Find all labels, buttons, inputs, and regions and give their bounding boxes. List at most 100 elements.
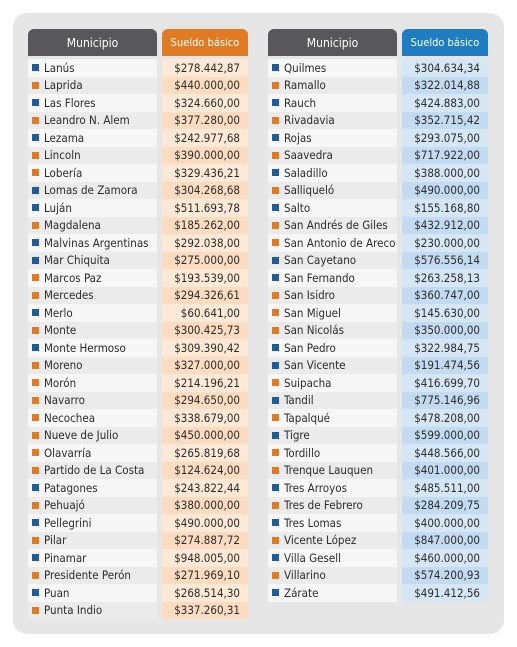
municipio-name: Monte Hermoso: [44, 340, 126, 355]
table-row: San Cayetano $576.556,14: [268, 251, 488, 269]
municipio-name: San Vicente: [284, 358, 346, 373]
municipio-cell: Saladillo: [268, 164, 397, 182]
table-row: Monte $300.425,73: [28, 321, 248, 339]
municipio-name: Presidente Perón: [44, 568, 131, 583]
blue-square-marker-icon: [32, 134, 39, 142]
orange-square-marker-icon: [272, 379, 279, 387]
orange-square-marker-icon: [272, 571, 279, 579]
sueldo-value: $400.000,00: [402, 514, 488, 532]
table-row: Malvinas Argentinas $292.038,00: [28, 234, 248, 252]
municipio-cell: Mar Chiquita: [28, 251, 157, 269]
municipio-name: Pellegrini: [44, 515, 92, 530]
table-row: San Isidro $360.747,00: [268, 286, 488, 304]
municipio-name: Monte: [44, 323, 77, 338]
table-row: Saladillo $388.000,00: [268, 164, 488, 182]
sueldo-value: $292.038,00: [162, 234, 248, 252]
orange-square-marker-icon: [32, 361, 39, 369]
municipio-name: Magdalena: [44, 218, 101, 233]
sueldo-value: $576.556,14: [402, 251, 488, 269]
orange-square-marker-icon: [32, 116, 39, 124]
sueldo-value: $274.887,72: [162, 531, 248, 549]
municipio-name: Rivadavia: [284, 113, 335, 128]
municipio-name: Necochea: [44, 410, 96, 425]
municipio-name: Laprida: [44, 78, 83, 93]
municipio-name: Ramallo: [284, 78, 326, 93]
blue-square-marker-icon: [272, 589, 279, 597]
orange-square-marker-icon: [272, 291, 279, 299]
municipio-cell: Luján: [28, 199, 157, 217]
municipio-cell: Necochea: [28, 409, 157, 427]
sueldo-value: $124.624,00: [162, 461, 248, 479]
blue-square-marker-icon: [272, 64, 279, 72]
municipio-cell: San Miguel: [268, 304, 397, 322]
sueldo-value: $304.634,34: [402, 59, 488, 77]
table-row: Suipacha $416.699,70: [268, 374, 488, 392]
municipio-cell: San Antonio de Areco: [268, 234, 397, 252]
municipio-cell: Partido de La Costa: [28, 461, 157, 479]
table-row: Tordillo $448.566,00: [268, 444, 488, 462]
table-row: Las Flores $324.660,00: [28, 94, 248, 112]
table-row: Ramallo $322.014,88: [268, 76, 488, 94]
blue-square-marker-icon: [272, 256, 279, 264]
sueldo-value: $265.819,68: [162, 444, 248, 462]
table-row: Rivadavia $352.715,42: [268, 111, 488, 129]
table-row: Presidente Perón $271.969,10: [28, 566, 248, 584]
municipio-name: Partido de La Costa: [44, 463, 145, 478]
municipio-cell: Tres Arroyos: [268, 479, 397, 497]
blue-square-marker-icon: [32, 554, 39, 562]
sueldo-value: $360.747,00: [402, 286, 488, 304]
municipio-name: Tres Arroyos: [284, 480, 347, 495]
orange-square-marker-icon: [32, 571, 39, 579]
municipio-name: Tres Lomas: [284, 515, 342, 530]
sueldo-value: $230.000,00: [402, 234, 488, 252]
sueldo-value: $242.977,68: [162, 129, 248, 147]
municipio-name: Navarro: [44, 393, 85, 408]
municipio-name: Las Flores: [44, 95, 96, 110]
orange-square-marker-icon: [32, 431, 39, 439]
table-row: Laprida $440.000,00: [28, 76, 248, 94]
sueldo-value: $775.146,96: [402, 391, 488, 409]
municipio-cell: Lanús: [28, 59, 157, 77]
municipio-cell: Rojas: [268, 129, 397, 147]
municipio-name: Mercedes: [44, 288, 94, 303]
municipio-name: Villa Gesell: [284, 550, 341, 565]
municipio-cell: Salto: [268, 199, 397, 217]
municipio-cell: Marcos Paz: [28, 269, 157, 287]
municipio-name: San Andrés de Giles: [284, 218, 388, 233]
sueldo-value: $338.679,00: [162, 409, 248, 427]
orange-square-marker-icon: [32, 291, 39, 299]
municipio-cell: Lezama: [28, 129, 157, 147]
sueldo-column-header: Sueldo básico: [162, 29, 248, 56]
municipio-cell: Merlo: [28, 304, 157, 322]
municipio-cell: Laprida: [28, 76, 157, 94]
orange-square-marker-icon: [272, 239, 279, 247]
municipio-cell: Lobería: [28, 164, 157, 182]
orange-square-marker-icon: [272, 501, 279, 509]
sueldo-value: $185.262,00: [162, 216, 248, 234]
municipio-name: Rauch: [284, 95, 317, 110]
municipio-name: Saladillo: [284, 165, 328, 180]
table-row: Merlo $60.641,00: [28, 304, 248, 322]
orange-square-marker-icon: [32, 274, 39, 282]
blue-square-marker-icon: [272, 169, 279, 177]
sueldo-value: $337.260,31: [162, 601, 248, 619]
municipio-cell: San Pedro: [268, 339, 397, 357]
sueldo-value: $322.014,88: [402, 76, 488, 94]
orange-square-marker-icon: [272, 536, 279, 544]
table-row: Monte Hermoso $309.390,42: [28, 339, 248, 357]
orange-square-marker-icon: [32, 81, 39, 89]
municipio-name: Salto: [284, 200, 311, 215]
sueldo-value: $350.000,00: [402, 321, 488, 339]
sueldo-value: $193.539,00: [162, 269, 248, 287]
municipio-cell: San Vicente: [268, 356, 397, 374]
municipio-cell: Magdalena: [28, 216, 157, 234]
municipio-name: Merlo: [44, 305, 73, 320]
municipio-name: Puan: [44, 585, 70, 600]
municipio-name: San Cayetano: [284, 253, 357, 268]
table-row: Olavarría $265.819,68: [28, 444, 248, 462]
sueldo-value: $278.442,87: [162, 59, 248, 77]
left-table-header: Municipio Sueldo básico: [28, 29, 248, 56]
table-row: San Nicolás $350.000,00: [268, 321, 488, 339]
municipio-name: San Pedro: [284, 340, 336, 355]
table-row: Lincoln $390.000,00: [28, 146, 248, 164]
